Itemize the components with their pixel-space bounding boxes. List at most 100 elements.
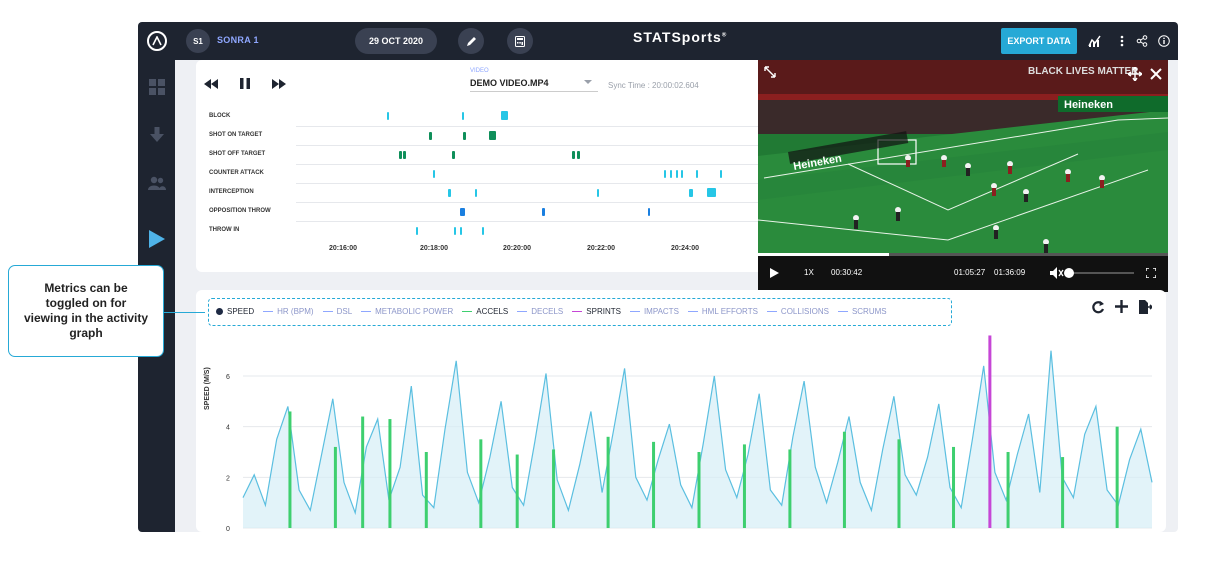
- event-marker[interactable]: [454, 227, 456, 235]
- player-name[interactable]: SONRA 1: [217, 35, 259, 45]
- rewind-icon[interactable]: [204, 78, 218, 89]
- metric-toggle-speed[interactable]: SPEED: [216, 307, 254, 316]
- event-marker[interactable]: [403, 151, 406, 159]
- metric-toggle-impacts[interactable]: IMPACTS: [629, 307, 679, 316]
- event-marker[interactable]: [387, 112, 389, 120]
- team-icon[interactable]: [146, 172, 167, 193]
- fullscreen-icon[interactable]: [1146, 268, 1156, 278]
- event-marker[interactable]: [489, 131, 496, 140]
- accel-bar: [952, 446, 956, 528]
- event-row-divider: [296, 202, 766, 203]
- legend-label: COLLISIONS: [780, 307, 829, 316]
- event-marker[interactable]: [689, 189, 693, 197]
- event-marker[interactable]: [463, 132, 466, 140]
- video-select[interactable]: DEMO VIDEO.MP4: [470, 78, 549, 88]
- chevron-down-icon[interactable]: [584, 78, 592, 86]
- video-controls: 1X 00:30:42 01:05:27 01:36:09: [758, 253, 1168, 292]
- metric-toggle-metabolic-power[interactable]: METABOLIC POWER: [361, 307, 453, 316]
- event-marker[interactable]: [707, 188, 716, 197]
- event-marker[interactable]: [670, 170, 672, 178]
- calculator-button[interactable]: [507, 28, 533, 54]
- more-vertical-icon[interactable]: [1113, 32, 1131, 50]
- edit-button[interactable]: [458, 28, 484, 54]
- y-tick-label: 6: [226, 374, 230, 381]
- share-icon[interactable]: [1133, 32, 1151, 50]
- event-marker[interactable]: [416, 227, 418, 235]
- event-marker[interactable]: [572, 151, 575, 159]
- event-marker[interactable]: [460, 227, 462, 235]
- event-marker[interactable]: [597, 189, 599, 197]
- accel-bar: [697, 452, 701, 528]
- refresh-icon[interactable]: [1091, 300, 1105, 317]
- dashboard-icon[interactable]: [146, 76, 167, 97]
- event-marker[interactable]: [501, 111, 508, 120]
- accel-bar: [388, 419, 392, 528]
- event-marker[interactable]: [577, 151, 580, 159]
- event-marker[interactable]: [460, 208, 465, 216]
- event-marker[interactable]: [433, 170, 435, 178]
- event-marker[interactable]: [452, 151, 455, 159]
- event-marker[interactable]: [542, 208, 545, 216]
- close-icon[interactable]: [1150, 68, 1162, 80]
- video-player[interactable]: Heineken Heineken BLACK LIVES MATTER: [758, 60, 1168, 292]
- accel-bar: [1006, 452, 1010, 528]
- speed-chart[interactable]: 0 2 4 6: [196, 290, 1166, 532]
- metric-toggle-collisions[interactable]: COLLISIONS: [766, 307, 829, 316]
- info-icon[interactable]: [1155, 32, 1173, 50]
- event-marker[interactable]: [429, 132, 432, 140]
- move-icon[interactable]: [1128, 67, 1142, 81]
- fast-forward-icon[interactable]: [272, 78, 286, 89]
- volume-knob[interactable]: [1064, 268, 1074, 278]
- event-marker[interactable]: [462, 112, 464, 120]
- event-marker[interactable]: [664, 170, 666, 178]
- metric-toggle-dsl[interactable]: DSL: [322, 307, 352, 316]
- chart-icon[interactable]: [1086, 32, 1104, 50]
- metric-toggle-hr-bpm[interactable]: HR (BPM): [263, 307, 314, 316]
- event-marker[interactable]: [720, 170, 722, 178]
- calculator-icon: [515, 35, 525, 47]
- legend-swatch: [687, 310, 698, 313]
- expand-icon[interactable]: [764, 66, 776, 78]
- event-label: THROW IN: [209, 227, 240, 233]
- pencil-icon: [466, 36, 476, 46]
- volume-slider[interactable]: [1068, 272, 1134, 274]
- event-label: OPPOSITION THROW: [209, 208, 271, 214]
- session-date[interactable]: 29 OCT 2020: [355, 28, 437, 54]
- playback-speed[interactable]: 1X: [804, 268, 814, 277]
- event-marker[interactable]: [482, 227, 484, 235]
- event-marker[interactable]: [448, 189, 451, 197]
- metric-toggle-accels[interactable]: ACCELS: [462, 307, 508, 316]
- add-icon[interactable]: [1115, 300, 1128, 317]
- legend-swatch: [322, 310, 333, 313]
- pause-icon[interactable]: [240, 78, 250, 89]
- metric-toggle-scrums[interactable]: SCRUMS: [837, 307, 887, 316]
- event-marker[interactable]: [676, 170, 678, 178]
- metric-toggle-sprints[interactable]: SPRINTS: [572, 307, 621, 316]
- current-time: 00:30:42: [831, 268, 863, 277]
- event-marker[interactable]: [681, 170, 683, 178]
- annotation-callout: Metrics can be toggled on for viewing in…: [8, 265, 164, 357]
- time-tick: 20:22:00: [587, 245, 616, 252]
- player-avatar[interactable]: S1: [186, 29, 210, 53]
- accel-bar: [361, 416, 365, 528]
- event-marker[interactable]: [475, 189, 477, 197]
- legend-label: ACCELS: [476, 307, 509, 316]
- y-tick-label: 4: [226, 425, 230, 432]
- event-row-divider: [296, 164, 766, 165]
- video-select-underline: [470, 91, 598, 92]
- event-marker[interactable]: [399, 151, 402, 159]
- download-icon[interactable]: [146, 124, 167, 145]
- play-icon[interactable]: [770, 268, 779, 278]
- play-icon[interactable]: [146, 228, 167, 249]
- event-label: BLOCK: [209, 113, 231, 119]
- metric-toggle-hml-efforts[interactable]: HML EFFORTS: [687, 307, 758, 316]
- metric-toggle-decels[interactable]: DECELS: [517, 307, 563, 316]
- app-logo[interactable]: [138, 22, 175, 60]
- event-marker[interactable]: [696, 170, 698, 178]
- accel-bar: [788, 449, 792, 528]
- export-data-button[interactable]: EXPORT DATA: [1001, 28, 1077, 54]
- video-progress-track[interactable]: [758, 253, 1168, 256]
- event-marker[interactable]: [648, 208, 650, 216]
- accel-bar: [479, 439, 483, 528]
- mute-icon[interactable]: [1050, 267, 1064, 279]
